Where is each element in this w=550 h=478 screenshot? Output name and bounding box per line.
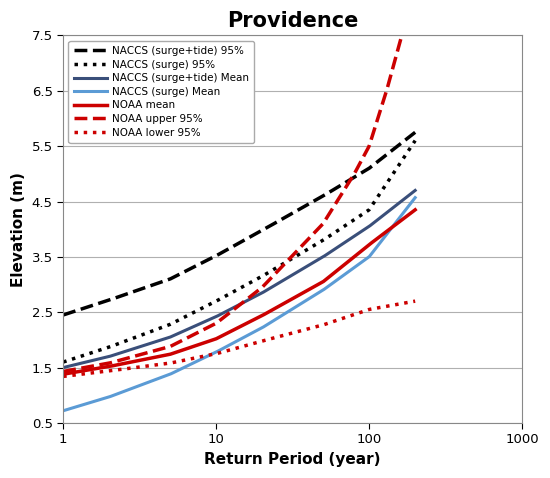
NACCS (surge+tide) Mean — [229, 305, 236, 311]
NACCS (surge+tide) Mean — [412, 187, 419, 193]
NACCS (surge+tide) Mean — [270, 284, 276, 290]
NOAA upper 95% — [60, 369, 67, 374]
NACCS (surge) 95% — [60, 359, 67, 365]
NACCS (surge) Mean — [229, 340, 236, 346]
NOAA mean — [60, 371, 67, 377]
NOAA lower 95% — [412, 298, 419, 304]
NOAA upper 95% — [229, 308, 236, 314]
NOAA upper 95% — [403, 12, 410, 18]
X-axis label: Return Period (year): Return Period (year) — [205, 452, 381, 467]
NOAA upper 95% — [270, 273, 276, 279]
NACCS (surge) Mean — [412, 195, 419, 200]
NACCS (surge) Mean — [348, 267, 355, 272]
Line: NACCS (surge+tide) 95%: NACCS (surge+tide) 95% — [63, 132, 415, 315]
NOAA mean — [403, 213, 410, 219]
NOAA mean — [229, 328, 236, 334]
NOAA mean — [348, 256, 355, 261]
NACCS (surge+tide) 95% — [229, 244, 236, 250]
NACCS (surge) 95% — [348, 218, 355, 224]
NOAA lower 95% — [403, 300, 410, 305]
NACCS (surge+tide) 95% — [403, 136, 410, 142]
NACCS (surge+tide) 95% — [250, 232, 257, 238]
NOAA lower 95% — [60, 373, 67, 379]
Title: Providence: Providence — [227, 11, 359, 31]
Line: NACCS (surge) Mean: NACCS (surge) Mean — [63, 197, 415, 411]
NACCS (surge) 95% — [412, 138, 419, 143]
NOAA upper 95% — [227, 309, 234, 315]
NOAA upper 95% — [348, 175, 355, 181]
NACCS (surge+tide) Mean — [403, 194, 410, 200]
NACCS (surge) Mean — [250, 329, 257, 335]
NOAA mean — [227, 329, 234, 335]
Line: NOAA mean: NOAA mean — [63, 210, 415, 374]
NACCS (surge+tide) 95% — [412, 130, 419, 135]
NOAA lower 95% — [348, 313, 355, 318]
NOAA mean — [250, 317, 257, 323]
NACCS (surge+tide) Mean — [227, 306, 234, 312]
NACCS (surge) 95% — [403, 151, 410, 156]
NACCS (surge+tide) 95% — [270, 221, 276, 227]
NACCS (surge) 95% — [270, 267, 276, 273]
Y-axis label: Elevation (m): Elevation (m) — [11, 172, 26, 287]
NACCS (surge) Mean — [227, 342, 234, 348]
NACCS (surge) Mean — [403, 206, 410, 211]
Line: NACCS (surge) 95%: NACCS (surge) 95% — [63, 141, 415, 362]
NACCS (surge) 95% — [227, 291, 234, 296]
NOAA lower 95% — [250, 340, 257, 346]
Line: NOAA upper 95%: NOAA upper 95% — [63, 0, 415, 371]
NOAA lower 95% — [270, 336, 276, 341]
NOAA mean — [412, 207, 419, 213]
NACCS (surge+tide) Mean — [60, 365, 67, 370]
NACCS (surge+tide) 95% — [348, 176, 355, 182]
NACCS (surge+tide) 95% — [60, 312, 67, 318]
NOAA lower 95% — [227, 347, 234, 353]
Line: NACCS (surge+tide) Mean: NACCS (surge+tide) Mean — [63, 190, 415, 368]
NOAA mean — [270, 307, 276, 313]
NOAA lower 95% — [229, 347, 236, 352]
NOAA upper 95% — [250, 291, 257, 297]
NACCS (surge) 95% — [229, 290, 236, 295]
Legend: NACCS (surge+tide) 95%, NACCS (surge) 95%, NACCS (surge+tide) Mean, NACCS (surge: NACCS (surge+tide) 95%, NACCS (surge) 95… — [68, 41, 254, 143]
NACCS (surge) Mean — [60, 408, 67, 413]
NACCS (surge) Mean — [270, 318, 276, 324]
NACCS (surge) 95% — [250, 278, 257, 284]
NACCS (surge+tide) Mean — [250, 294, 257, 300]
NACCS (surge+tide) Mean — [348, 235, 355, 241]
NACCS (surge+tide) 95% — [227, 245, 234, 251]
Line: NOAA lower 95%: NOAA lower 95% — [63, 301, 415, 376]
